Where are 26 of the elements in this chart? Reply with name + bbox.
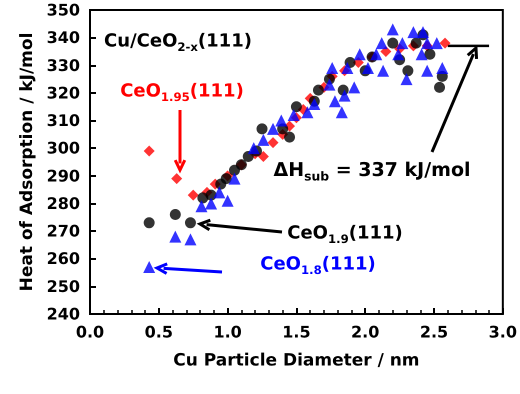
x-axis-title: Cu Particle Diameter / nm: [173, 350, 420, 370]
text: Cu/CeO$_{2-x}$(111): [104, 30, 252, 54]
y-tick-label: 240: [46, 304, 80, 324]
y-tick-label: 320: [46, 83, 80, 102]
annotation: CeO$_{1.8}$(111): [260, 253, 376, 277]
x-tick-label: 2.5: [420, 322, 448, 342]
x-tick-label: 1.0: [213, 322, 242, 342]
y-tick-label: 300: [46, 138, 80, 158]
y-tick-label: 250: [46, 276, 80, 296]
x-tick-label: 1.5: [282, 322, 311, 342]
annotation: ΔH$_{sub}$ = 337 kJ/mol: [273, 158, 471, 184]
y-tick-label: 280: [46, 194, 80, 213]
x-tick-label: 3.0: [488, 322, 517, 342]
y-tick-label: 330: [46, 56, 80, 75]
annotation: CeO$_{1.9}$(111): [287, 222, 403, 246]
y-tick-label: 290: [46, 166, 80, 186]
y-tick-label: 270: [46, 222, 80, 241]
y-axis-title: Heat of Adsorption / kJ/mol: [17, 32, 38, 292]
x-tick-label: 0.5: [144, 322, 173, 342]
x-tick-label: 2.0: [351, 322, 380, 342]
y-tick-label: 310: [46, 111, 80, 130]
annotation: CeO$_{1.95}$(111): [120, 80, 244, 104]
y-tick-label: 260: [46, 249, 80, 268]
y-tick-label: 340: [46, 28, 80, 48]
y-tick-label: 350: [46, 0, 80, 20]
x-tick-label: 0.0: [76, 322, 104, 342]
